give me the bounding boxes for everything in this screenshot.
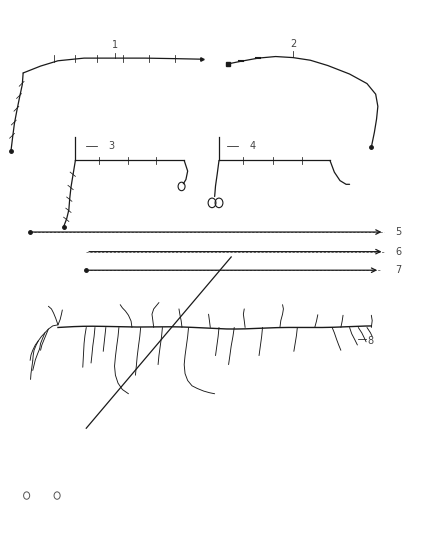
Text: 7: 7 [395,265,402,275]
Text: 4: 4 [250,141,256,151]
Text: 5: 5 [395,227,402,237]
Text: 6: 6 [395,247,401,257]
Text: 2: 2 [290,38,296,49]
Text: 1: 1 [112,40,118,50]
Text: 8: 8 [367,336,373,346]
Text: 3: 3 [108,141,114,151]
